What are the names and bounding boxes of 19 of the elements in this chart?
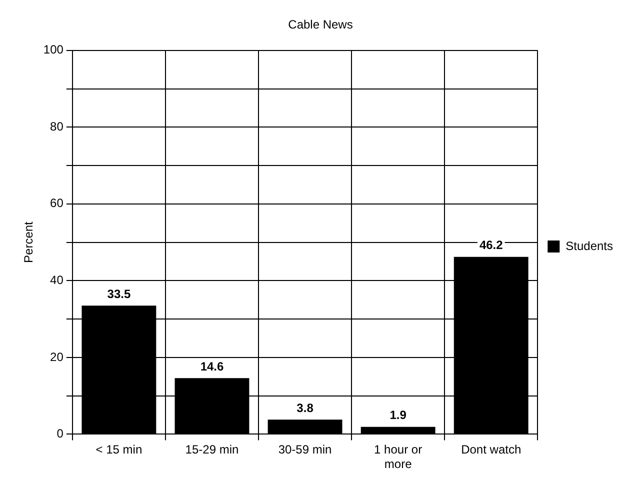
- data-label: 14.6: [200, 359, 224, 374]
- y-tick-label: 40: [50, 272, 64, 287]
- data-label: 46.2: [479, 238, 504, 252]
- y-axis-title: Percent: [22, 220, 36, 263]
- data-label: 33.5: [107, 286, 131, 301]
- chart-title: Cable News: [288, 18, 353, 32]
- x-tick-label: 15-29 min: [185, 442, 239, 457]
- data-label: 3.8: [296, 400, 314, 415]
- y-tick-label: 100: [43, 42, 64, 57]
- x-tick-label: 30-59 min: [278, 442, 332, 457]
- x-tick-label: Dont watch: [461, 442, 522, 457]
- data-label: 1.9: [390, 408, 407, 422]
- legend-label: Students: [566, 238, 614, 253]
- x-tick-label: < 15 min: [96, 442, 142, 457]
- y-tick-label: 0: [56, 426, 64, 441]
- y-tick-label: 60: [50, 196, 64, 210]
- y-tick-label: 80: [50, 119, 64, 134]
- y-tick-label: 20: [50, 350, 64, 364]
- x-tick-label: 1 hour or more: [374, 442, 422, 472]
